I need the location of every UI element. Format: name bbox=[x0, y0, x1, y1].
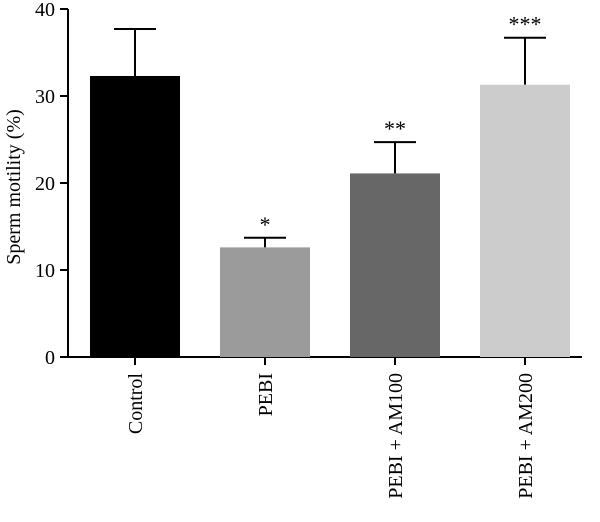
bar-pebi-am100 bbox=[350, 173, 440, 357]
x-tick-label: PEBI + AM100 bbox=[385, 373, 407, 499]
bar-pebi bbox=[220, 247, 310, 357]
significance-marker: ** bbox=[384, 116, 406, 141]
significance-marker: * bbox=[260, 212, 271, 237]
x-tick-label: PEBI + AM200 bbox=[515, 373, 537, 499]
y-tick-label: 40 bbox=[35, 0, 55, 21]
bar-control bbox=[90, 75, 180, 358]
y-tick-label: 30 bbox=[35, 86, 55, 108]
x-tick-label: PEBI bbox=[255, 373, 277, 416]
y-tick-label: 0 bbox=[45, 347, 55, 369]
y-tick-label: 10 bbox=[35, 260, 55, 282]
significance-marker: *** bbox=[509, 12, 542, 37]
y-tick-label: 20 bbox=[35, 173, 55, 195]
y-axis-title: Sperm motility (%) bbox=[3, 109, 25, 265]
x-tick-label: Control bbox=[125, 373, 147, 435]
plot-area: 0 10 20 30 40 Control PEBI * PEBI + AM100 ** PEBI … bbox=[35, 0, 582, 499]
bar-pebi-am200 bbox=[480, 84, 570, 357]
